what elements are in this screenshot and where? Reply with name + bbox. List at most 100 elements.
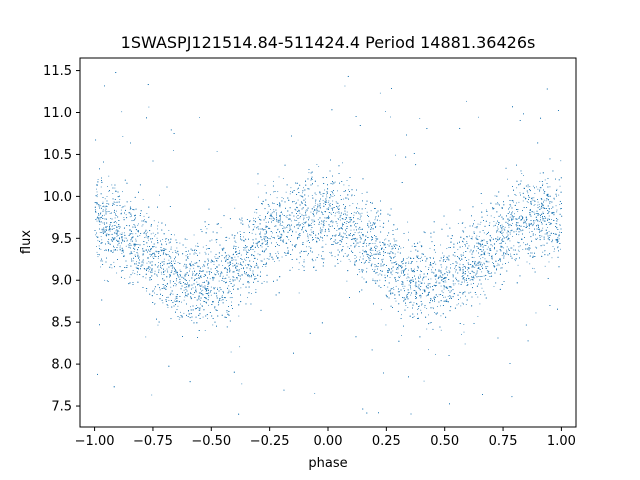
data-point	[149, 268, 150, 270]
data-point	[353, 211, 355, 213]
data-point	[303, 226, 305, 228]
data-point	[186, 295, 188, 297]
data-point	[208, 253, 209, 255]
data-point	[183, 289, 185, 291]
data-point	[298, 262, 300, 264]
data-point	[485, 209, 487, 211]
data-point	[272, 232, 273, 234]
data-point	[505, 242, 506, 244]
data-point	[435, 353, 436, 355]
data-point	[475, 294, 477, 295]
data-point	[104, 210, 106, 212]
data-point	[444, 279, 446, 281]
data-point	[346, 237, 348, 238]
data-point	[451, 290, 453, 292]
data-point	[352, 221, 354, 223]
data-point	[528, 227, 530, 229]
data-point	[218, 303, 220, 305]
data-point	[232, 262, 234, 264]
data-point	[395, 261, 397, 262]
data-point	[176, 300, 177, 302]
data-point	[457, 280, 459, 282]
data-point	[359, 251, 361, 253]
data-point	[354, 240, 356, 242]
data-point	[408, 277, 410, 279]
data-point	[468, 271, 470, 273]
data-point	[185, 247, 187, 249]
data-point	[312, 221, 314, 223]
data-point	[155, 234, 157, 235]
data-point	[257, 241, 259, 243]
data-point	[465, 304, 467, 305]
data-point	[106, 211, 108, 213]
data-point	[315, 194, 317, 196]
data-point	[560, 208, 561, 210]
data-point	[363, 234, 364, 235]
data-point	[542, 211, 544, 213]
data-point	[450, 290, 452, 292]
data-point	[129, 208, 131, 210]
data-point	[486, 214, 488, 216]
data-point	[159, 289, 161, 291]
data-point	[129, 276, 131, 278]
data-point	[307, 233, 308, 235]
data-point	[496, 265, 498, 267]
data-point	[254, 211, 256, 213]
data-point	[221, 294, 223, 296]
data-point	[470, 283, 472, 285]
data-point	[275, 242, 277, 244]
data-point	[199, 309, 201, 311]
data-point	[475, 238, 477, 240]
data-point	[157, 257, 159, 259]
data-point	[534, 204, 536, 205]
data-point	[245, 264, 246, 266]
data-point	[488, 261, 490, 263]
data-point	[425, 276, 427, 278]
data-point	[121, 232, 123, 234]
data-point	[155, 256, 157, 257]
data-point	[421, 304, 423, 306]
data-point	[464, 343, 466, 345]
data-point	[351, 195, 353, 197]
data-point	[244, 258, 245, 260]
data-point	[214, 256, 216, 258]
data-point	[320, 194, 322, 195]
data-point	[220, 299, 222, 301]
data-point	[541, 199, 543, 201]
data-point	[502, 263, 504, 265]
data-point	[377, 253, 379, 255]
data-point	[447, 271, 449, 273]
data-point	[539, 237, 541, 238]
data-point	[105, 250, 107, 251]
data-point	[208, 281, 210, 283]
data-point	[185, 255, 187, 257]
data-point	[271, 212, 273, 214]
data-point	[539, 181, 541, 182]
data-point	[481, 287, 483, 289]
data-point	[199, 270, 200, 272]
data-point	[190, 296, 191, 298]
data-point	[191, 265, 193, 267]
data-point	[119, 247, 121, 249]
data-point	[495, 222, 497, 224]
data-point	[387, 244, 389, 246]
data-point	[161, 222, 163, 224]
data-point	[492, 262, 493, 263]
data-point	[97, 179, 99, 180]
data-point	[215, 239, 217, 241]
data-point	[96, 246, 97, 247]
data-point	[361, 276, 363, 278]
data-point	[332, 207, 334, 209]
data-point	[484, 251, 486, 253]
data-point	[556, 211, 558, 213]
data-point	[156, 237, 158, 239]
data-point	[478, 256, 480, 257]
data-point	[489, 248, 491, 250]
data-point	[403, 300, 405, 302]
data-point	[206, 248, 207, 250]
data-point	[102, 260, 104, 262]
data-point	[357, 203, 358, 205]
data-point	[438, 294, 440, 296]
data-point	[423, 380, 425, 382]
data-point	[308, 223, 310, 225]
